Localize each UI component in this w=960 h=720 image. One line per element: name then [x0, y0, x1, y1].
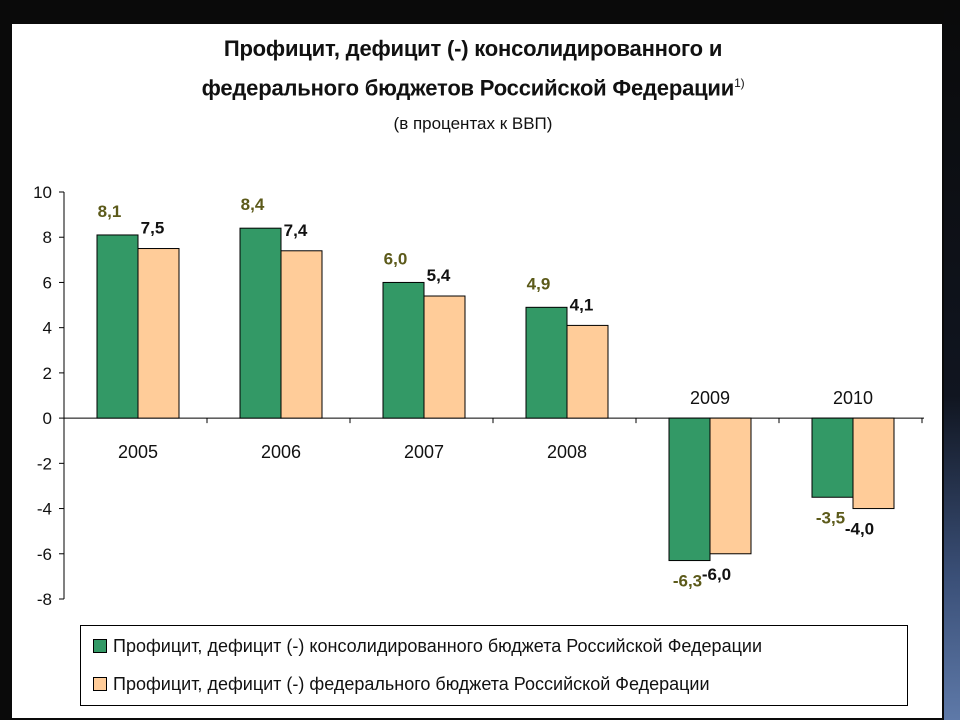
- data-label-consolidated: 4,9: [527, 274, 551, 293]
- data-label-consolidated: -3,5: [816, 508, 845, 527]
- legend-item-federal: Профицит, дефицит (-) федерального бюдже…: [93, 672, 710, 696]
- y-tick-label: -4: [37, 500, 52, 519]
- legend-item-consolidated: Профицит, дефицит (-) консолидированного…: [93, 634, 762, 658]
- frame-edge: [944, 0, 960, 720]
- x-category-label: 2009: [690, 388, 730, 408]
- legend-swatch-consolidated: [93, 639, 107, 653]
- bar-federal: [709, 417, 752, 555]
- y-tick-label: 8: [43, 228, 52, 247]
- x-category-label: 2007: [404, 442, 444, 462]
- data-label-consolidated: -6,3: [673, 572, 702, 591]
- bar-consolidated: [382, 281, 425, 419]
- bar-federal: [852, 417, 895, 510]
- y-tick-label: -8: [37, 590, 52, 609]
- bar-consolidated: [96, 234, 139, 419]
- data-label-consolidated: 8,4: [241, 195, 265, 214]
- chart-title-line-2: федерального бюджетов Российской Федерац…: [0, 66, 946, 105]
- y-tick-label: 10: [33, 183, 52, 202]
- legend-swatch-federal: [93, 677, 107, 691]
- data-label-consolidated: 8,1: [98, 202, 122, 221]
- y-tick-label: -2: [37, 454, 52, 473]
- y-tick-label: -6: [37, 545, 52, 564]
- data-label-federal: -4,0: [845, 520, 874, 539]
- bar-federal: [423, 295, 466, 419]
- data-label-federal: 7,5: [141, 219, 165, 238]
- x-category-label: 2005: [118, 442, 158, 462]
- data-label-federal: 5,4: [427, 266, 451, 285]
- chart-subtitle: (в процентах к ВВП): [393, 114, 553, 134]
- chart-legend: Профицит, дефицит (-) консолидированного…: [80, 625, 908, 706]
- chart-title-line-1: Профицит, дефицит (-) консолидированного…: [0, 32, 946, 66]
- chart-title-block: Профицит, дефицит (-) консолидированного…: [0, 32, 946, 137]
- data-label-federal: 7,4: [284, 221, 308, 240]
- chart-title-text-2: федерального бюджетов Российской Федерац…: [201, 75, 735, 101]
- y-tick-label: 0: [43, 409, 52, 428]
- data-label-federal: 4,1: [570, 295, 594, 314]
- title-footnote: 1): [734, 76, 745, 90]
- data-label-consolidated: 6,0: [384, 249, 408, 268]
- data-label-federal: -6,0: [702, 565, 731, 584]
- bar-consolidated: [525, 306, 568, 419]
- y-tick-label: 2: [43, 364, 52, 383]
- bar-federal: [137, 248, 180, 419]
- bar-federal: [280, 250, 323, 419]
- y-tick-label: 6: [43, 273, 52, 292]
- legend-label-consolidated: Профицит, дефицит (-) консолидированного…: [113, 635, 762, 656]
- legend-label-federal: Профицит, дефицит (-) федерального бюдже…: [113, 673, 710, 694]
- x-category-label: 2008: [547, 442, 587, 462]
- chart-title-text-1: Профицит, дефицит (-) консолидированного…: [223, 36, 723, 61]
- bar-consolidated: [811, 417, 854, 498]
- x-category-label: 2006: [261, 442, 301, 462]
- bar-consolidated: [239, 227, 282, 419]
- bar-consolidated: [668, 417, 711, 562]
- x-category-label: 2010: [833, 388, 873, 408]
- y-tick-label: 4: [43, 319, 52, 338]
- bar-federal: [566, 324, 609, 419]
